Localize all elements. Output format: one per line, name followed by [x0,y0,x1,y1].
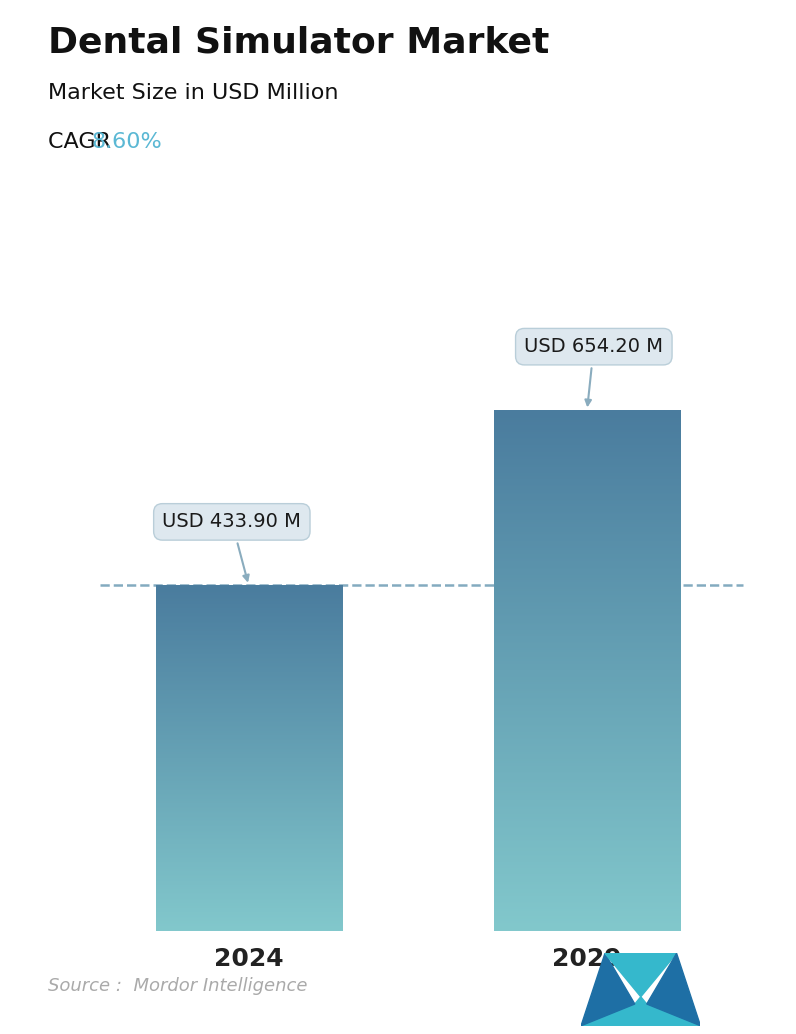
Polygon shape [581,997,700,1026]
Text: Source :  Mordor Intelligence: Source : Mordor Intelligence [48,977,307,995]
Text: 8.60%: 8.60% [92,132,162,152]
Text: USD 433.90 M: USD 433.90 M [162,513,301,580]
Polygon shape [581,953,635,1026]
Polygon shape [646,953,700,1026]
Polygon shape [605,953,677,997]
Text: USD 654.20 M: USD 654.20 M [525,337,663,405]
Text: Market Size in USD Million: Market Size in USD Million [48,83,338,102]
Text: CAGR: CAGR [48,132,118,152]
Text: Dental Simulator Market: Dental Simulator Market [48,26,549,60]
